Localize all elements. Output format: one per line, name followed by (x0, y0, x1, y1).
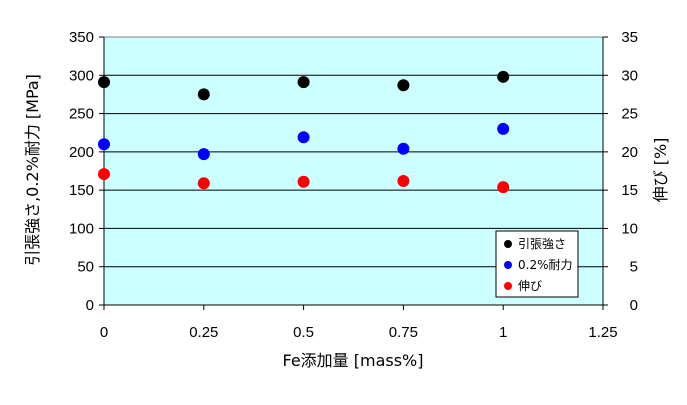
left-tick-label: 200 (69, 144, 94, 161)
x-tick-label: 0.75 (389, 324, 418, 341)
series-0-point (197, 88, 210, 101)
x-tick-label: 1.25 (588, 324, 617, 341)
left-tick-label: 250 (69, 106, 94, 123)
x-tick-label: 0.25 (189, 324, 218, 341)
series-1-point (98, 138, 110, 151)
left-tick-label: 150 (69, 182, 94, 199)
right-tick-label: 30 (621, 67, 638, 84)
legend-marker (504, 240, 512, 248)
right-tick-label: 35 (621, 29, 638, 46)
left-tick-label: 0 (86, 297, 94, 314)
left-tick-label: 300 (69, 67, 94, 84)
series-0-point (497, 70, 510, 83)
right-tick-label: 5 (630, 259, 638, 276)
x-axis-label: Fe添加量 [mass%] (282, 351, 423, 370)
series-2-point (297, 175, 310, 188)
series-1-point (397, 142, 410, 155)
right-tick-label: 0 (630, 297, 638, 314)
series-1-point (197, 148, 210, 161)
series-2-point (98, 168, 110, 181)
series-0-point (297, 76, 310, 89)
x-tick-label: 0.5 (293, 324, 314, 341)
series-0-point (98, 76, 110, 89)
left-tick-label: 350 (69, 29, 94, 46)
x-tick-label: 0 (100, 324, 108, 341)
x-axis-ticks: 0 0.25 0.5 0.75 1 1.25 (100, 304, 618, 341)
series-2-point (497, 181, 510, 194)
legend-label: 引張強さ (518, 237, 566, 251)
series-2-point (397, 174, 410, 187)
legend-label: 0.2%耐力 (518, 258, 573, 272)
right-tick-label: 15 (621, 182, 638, 199)
x-tick-label: 1 (499, 324, 507, 341)
legend-marker (504, 261, 512, 269)
series-2-point (197, 177, 210, 190)
series-1-point (297, 131, 310, 144)
left-tick-label: 100 (69, 220, 94, 237)
legend-marker (504, 282, 512, 290)
right-tick-label: 20 (621, 144, 638, 161)
legend-label: 伸び (518, 279, 542, 293)
data-points (98, 70, 510, 194)
right-tick-label: 25 (621, 106, 638, 123)
y-axis-right-label: 伸び [%] (651, 138, 670, 203)
left-tick-label: 50 (77, 259, 94, 276)
series-1-point (497, 122, 510, 135)
series-0-point (397, 79, 410, 92)
right-axis-ticks: 0 5 10 15 20 25 30 35 (602, 29, 638, 314)
right-tick-label: 10 (621, 220, 638, 237)
y-axis-left-label: 引張強さ,0.2%耐力 [MPa] (23, 74, 42, 266)
